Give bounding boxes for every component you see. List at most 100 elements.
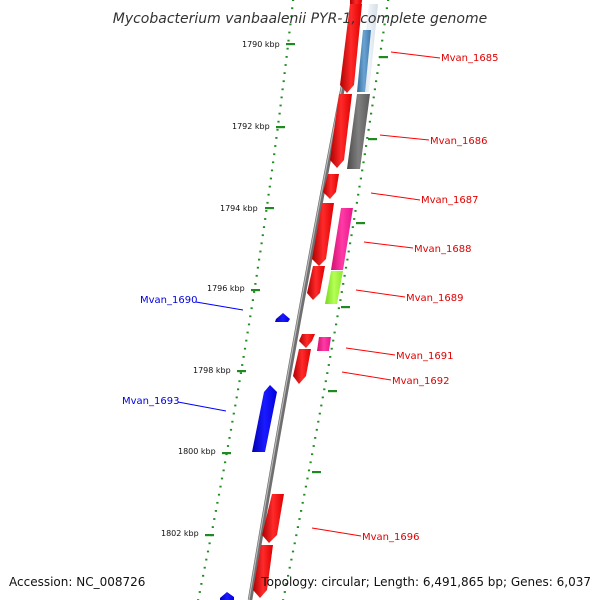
leader-line-1687	[370, 192, 421, 201]
gene-label-1687: Mvan_1687	[421, 195, 478, 206]
minor-tick	[300, 510, 303, 512]
leader-line-1685	[390, 51, 441, 59]
minor-tick	[265, 210, 268, 212]
minor-tick	[381, 39, 384, 42]
minor-tick	[339, 299, 342, 301]
genome-backbone	[247, 0, 363, 600]
leader-line-1696	[311, 527, 362, 537]
minor-tick	[314, 437, 317, 439]
minor-tick	[234, 404, 237, 407]
tick-ring-inner	[197, 0, 295, 600]
minor-tick	[368, 120, 371, 123]
minor-tick	[245, 339, 248, 342]
minor-tick	[200, 583, 203, 585]
minor-tick	[296, 526, 299, 528]
gene-arrow-1685	[340, 4, 362, 93]
gene-label-1693: Mvan_1693	[122, 396, 179, 407]
minor-tick	[353, 218, 356, 220]
minor-tick	[298, 518, 301, 520]
minor-tick	[213, 518, 216, 520]
minor-tick	[277, 120, 280, 123]
gene-arrow-1687	[323, 174, 339, 199]
major-tick	[276, 126, 285, 129]
minor-tick	[330, 347, 333, 350]
forward-genes	[253, 0, 362, 598]
minor-tick	[317, 420, 320, 423]
minor-tick	[211, 526, 214, 528]
minor-tick	[229, 428, 233, 431]
minor-tick	[256, 266, 259, 269]
minor-tick	[205, 558, 208, 561]
major-ticks	[205, 43, 388, 537]
cog-block-pink	[331, 208, 353, 270]
major-tick	[237, 370, 246, 373]
minor-tick	[276, 128, 279, 131]
minor-tick	[279, 104, 282, 107]
tick-ring-outer	[282, 0, 390, 600]
gene-arrow-top	[350, 0, 362, 4]
minor-tick	[250, 307, 253, 310]
minor-tick	[372, 96, 375, 99]
minor-tick	[284, 64, 287, 66]
major-tick	[251, 289, 260, 292]
gene-label-1685: Mvan_1685	[441, 53, 498, 64]
minor-tick	[311, 453, 314, 456]
minor-tick	[274, 145, 277, 147]
minor-tick	[354, 210, 357, 212]
minor-tick	[309, 461, 312, 464]
tick-label-1800: 1800 kbp	[178, 447, 216, 456]
minor-tick	[289, 23, 292, 26]
minor-tick	[273, 153, 276, 156]
major-tick	[222, 452, 231, 455]
minor-tick	[384, 15, 387, 18]
major-tick	[341, 306, 350, 309]
minor-tick	[335, 323, 338, 326]
minor-tick	[260, 242, 263, 245]
minor-tick	[235, 396, 238, 399]
minor-tick	[362, 161, 365, 164]
minor-tick	[262, 226, 266, 228]
minor-tick	[267, 193, 270, 196]
minor-tick	[292, 0, 295, 1]
minor-tick	[272, 161, 275, 164]
minor-tick	[217, 493, 221, 496]
minor-tick	[293, 542, 296, 545]
minor-tick	[278, 112, 281, 115]
minor-tick	[283, 591, 286, 593]
minor-tick	[266, 201, 269, 204]
minor-tick	[365, 145, 368, 147]
minor-tick	[254, 283, 257, 285]
cog-block-steelblue	[357, 30, 371, 92]
gene-arrow-1693	[252, 385, 277, 452]
minor-tick	[222, 469, 225, 472]
cog-block-green	[325, 271, 343, 304]
gene-arrow-1688	[312, 203, 334, 266]
gene-label-1696: Mvan_1696	[362, 532, 419, 543]
minor-tick	[349, 242, 352, 245]
minor-tick	[370, 112, 373, 115]
minor-tick	[377, 64, 380, 66]
minor-tick	[220, 477, 224, 480]
minor-tick	[312, 445, 315, 447]
minor-tick	[288, 566, 291, 569]
accession-text: Accession: NC_008726	[9, 575, 145, 589]
tick-label-1796: 1796 kbp	[207, 284, 245, 293]
leader-line-1686	[379, 134, 430, 141]
minor-tick	[347, 250, 350, 253]
minor-tick	[315, 428, 318, 431]
leader-line-1689	[355, 289, 406, 298]
minor-tick	[337, 307, 340, 310]
minor-tick	[357, 193, 360, 196]
tick-label-1794: 1794 kbp	[220, 204, 258, 213]
minor-tick	[291, 7, 294, 10]
minor-tick	[226, 445, 230, 447]
minor-tick	[275, 137, 278, 139]
minor-tick	[258, 258, 261, 261]
minor-tick	[306, 477, 309, 480]
tick-label-1802: 1802 kbp	[161, 529, 199, 538]
gene-arrow-1696b	[253, 545, 273, 598]
tick-label-1792: 1792 kbp	[232, 122, 270, 131]
minor-tick	[268, 185, 271, 188]
major-tick	[356, 222, 365, 225]
